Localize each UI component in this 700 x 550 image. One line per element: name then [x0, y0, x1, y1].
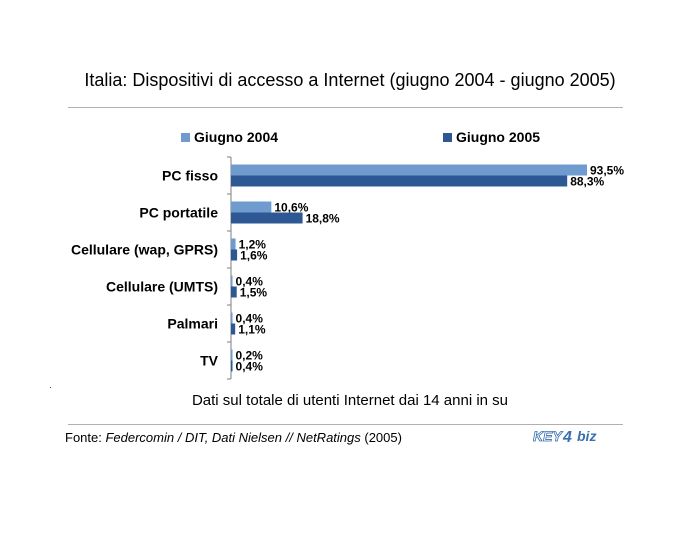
bar-2005	[231, 323, 236, 335]
logo-4-text: 4	[562, 429, 572, 446]
bar-2005	[231, 249, 238, 261]
chart-title: Italia: Dispositivi di accesso a Interne…	[84, 70, 616, 90]
logo-biz-text: biz	[577, 428, 596, 444]
legend-swatch-2005	[443, 132, 452, 142]
chart-note: Dati sul totale di utenti Internet dai 1…	[191, 392, 509, 409]
category-label: Palmari	[167, 316, 218, 332]
data-label-2005: 88,3%	[570, 175, 604, 189]
data-label-2004: 0,4%	[236, 275, 264, 289]
data-label-2004: 93,5%	[590, 164, 624, 178]
category-label: Cellulare (UMTS)	[106, 279, 218, 295]
title-divider	[68, 107, 623, 108]
data-label-2004: 10,6%	[274, 201, 308, 215]
logo-key-text: KEY	[533, 428, 563, 444]
source-suffix: (2005)	[360, 430, 402, 445]
bar-2005	[231, 175, 568, 187]
category-label: TV	[200, 353, 219, 369]
data-label-2004: 0,4%	[236, 312, 264, 326]
data-label-2004: 1,2%	[239, 238, 267, 252]
data-label-2005: 18,8%	[306, 212, 340, 226]
legend-label-2005: Giugno 2005	[456, 129, 541, 145]
bar-2004	[231, 275, 233, 287]
legend-item-2005: Giugno 2005	[443, 129, 540, 145]
legend-item-2004: Giugno 2004	[181, 129, 278, 145]
bar-2004	[231, 201, 272, 213]
category-label: PC portatile	[139, 205, 218, 221]
key4biz-logo: KEY 4 biz	[533, 428, 596, 446]
stray-dot	[50, 387, 51, 388]
data-label-2004: 0,2%	[236, 349, 264, 363]
category-label: Cellulare (wap, GPRS)	[71, 242, 218, 258]
bar-2005	[231, 360, 233, 372]
data-label-2005: 1,1%	[238, 323, 266, 337]
data-label-2005: 1,6%	[240, 249, 268, 263]
category-label: PC fisso	[162, 168, 218, 184]
footer-divider	[68, 424, 623, 425]
bar-2005	[231, 286, 237, 298]
legend-label-2004: Giugno 2004	[194, 129, 279, 145]
bar-2004	[231, 164, 587, 176]
source-prefix: Fonte:	[65, 430, 106, 445]
data-label-2005: 1,5%	[240, 286, 268, 300]
data-label-2005: 0,4%	[236, 360, 264, 374]
source-names: Federcomin / DIT, Dati Nielsen // NetRat…	[105, 430, 361, 445]
source-caption: Fonte: Federcomin / DIT, Dati Nielsen //…	[65, 430, 402, 445]
bar-2005	[231, 212, 303, 224]
bar-2004	[231, 312, 233, 324]
legend-swatch-2004	[181, 132, 190, 142]
bar-2004	[231, 349, 233, 361]
bar-2004	[231, 238, 236, 250]
